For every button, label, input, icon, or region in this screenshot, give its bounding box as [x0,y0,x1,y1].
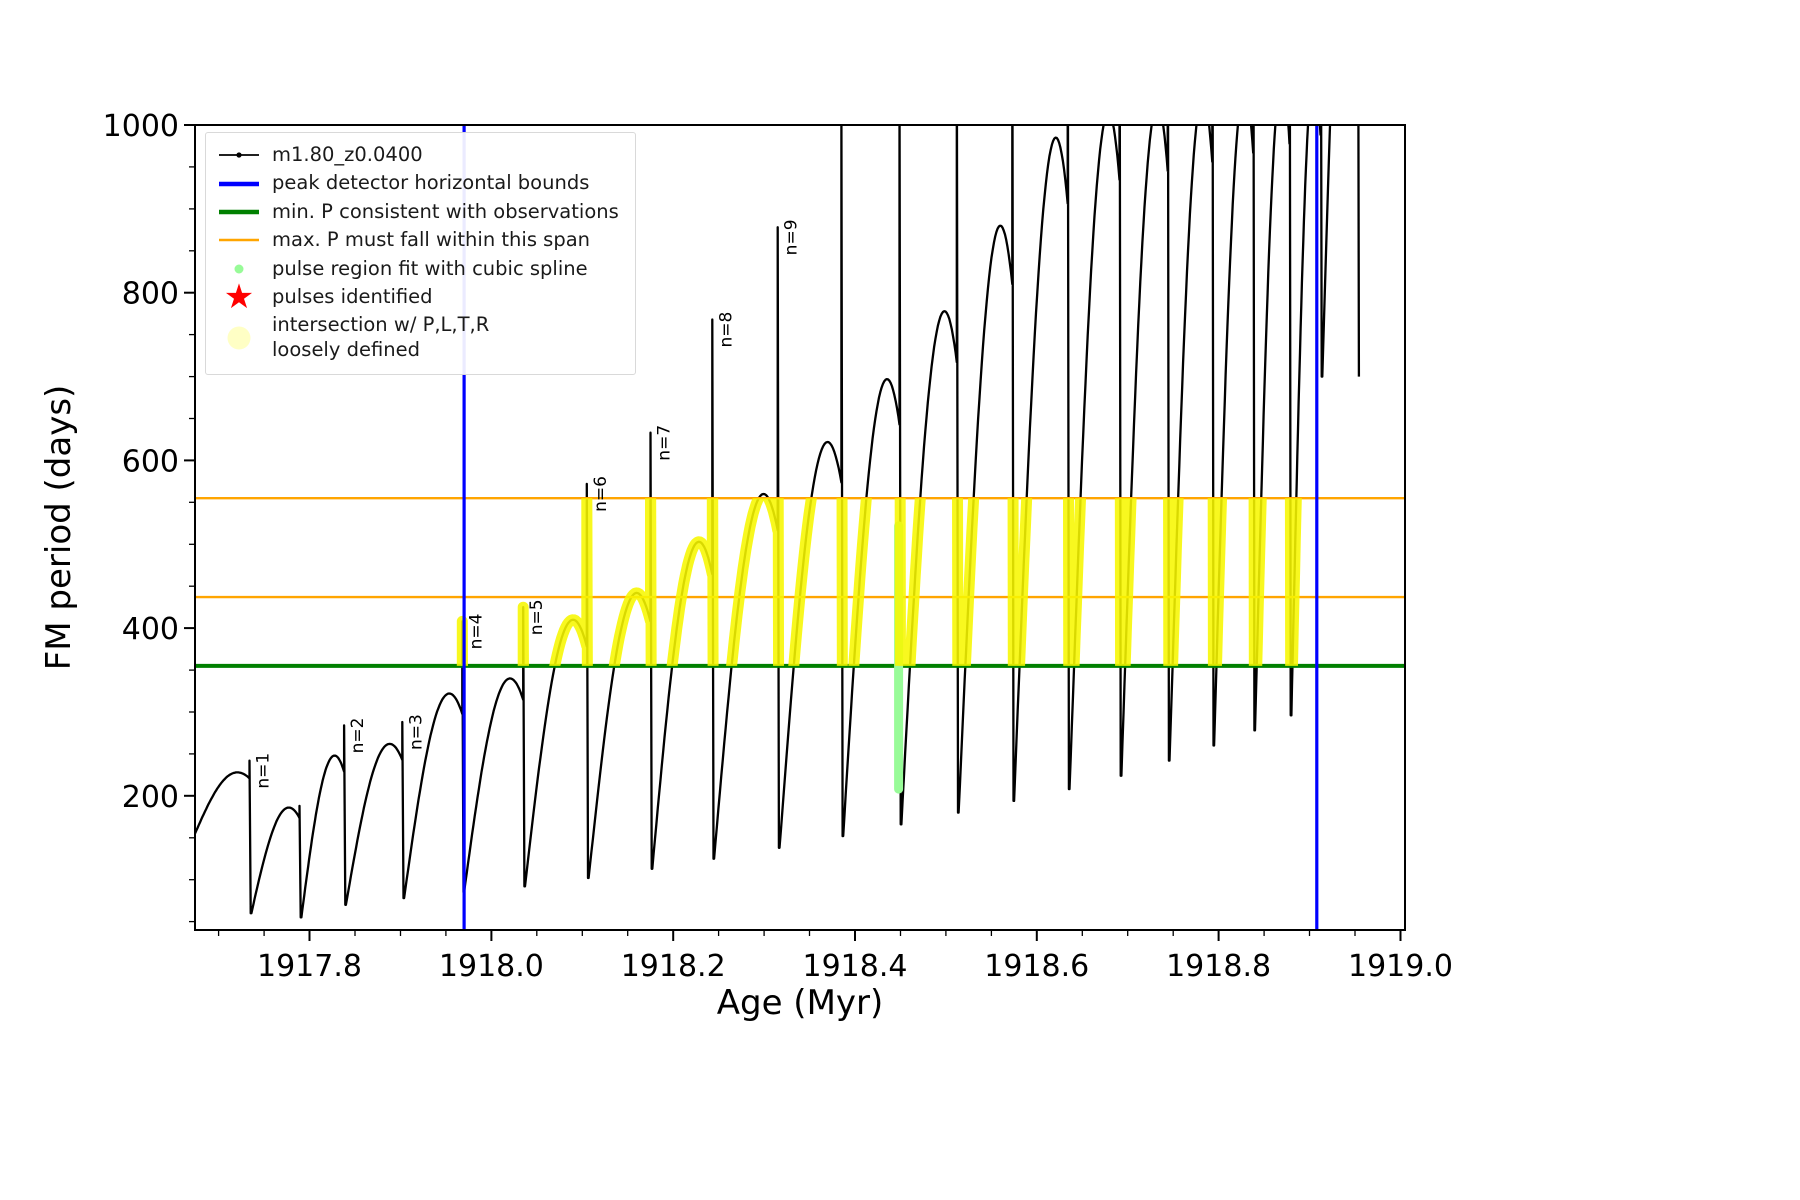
legend-swatch [216,257,262,281]
legend-swatch: ★ [216,277,262,318]
legend-label: pulse region fit with cubic spline [272,256,588,280]
legend-label: min. P consistent with observations [272,199,619,223]
line-icon [219,239,259,242]
y-tick-label: 800 [122,277,179,312]
y-tick-label: 200 [122,780,179,815]
pulse-number-label: n=2 [348,718,368,754]
pulse-number-label: n=1 [254,753,274,789]
pulse-number-label: n=8 [716,312,736,348]
pulse-number-label: n=5 [527,599,547,635]
legend-item: max. P must fall within this span [216,227,619,253]
legend-label: max. P must fall within this span [272,228,591,252]
legend-swatch [216,200,262,224]
legend-label: peak detector horizontal bounds [272,171,590,195]
small-dot-icon [234,264,244,274]
legend-item: intersection w/ P,L,T,R loosely defined [216,312,619,363]
pulse-number-label: n=4 [466,614,486,650]
x-tick-label: 1919.0 [1348,949,1453,984]
data-series-line [195,125,1361,919]
legend-item: min. P consistent with observations [216,199,619,225]
large-dot-icon [227,326,251,350]
x-tick-label: 1917.8 [257,949,362,984]
y-tick-label: 600 [122,444,179,479]
pulse-number-label: n=6 [591,476,611,512]
x-tick-label: 1918.4 [803,949,908,984]
thick-line-icon [219,181,259,186]
x-tick-label: 1918.0 [439,949,544,984]
y-tick-label: 400 [122,612,179,647]
x-tick-label: 1918.2 [621,949,726,984]
legend-swatch [216,172,262,196]
star-icon: ★ [223,277,255,318]
legend-swatch [216,324,262,352]
legend-item: ★ pulses identified [216,277,619,318]
y-tick-label: 1000 [103,109,179,144]
x-tick-label: 1918.6 [984,949,1089,984]
legend-label: pulses identified [272,284,433,308]
x-axis-label: Age (Myr) [717,983,884,1023]
legend-item: m1.80_z0.0400 [216,142,619,168]
x-tick-label: 1918.8 [1166,949,1271,984]
y-axis-label: FM period (days) [39,385,79,671]
legend-label: m1.80_z0.0400 [272,143,423,166]
legend-swatch [216,228,262,252]
pulse-number-label: n=7 [655,425,675,461]
legend-label: intersection w/ P,L,T,R loosely defined [272,313,490,361]
axes-frame [194,124,1406,931]
pulse-number-label: n=3 [406,714,426,750]
legend-swatch [216,143,262,167]
legend-item: pulse region fit with cubic spline [216,256,619,282]
legend-item: peak detector horizontal bounds [216,170,619,196]
thick-line-icon [219,209,259,215]
pulse-number-label: n=9 [782,219,802,255]
line-with-marker-icon [219,152,259,158]
